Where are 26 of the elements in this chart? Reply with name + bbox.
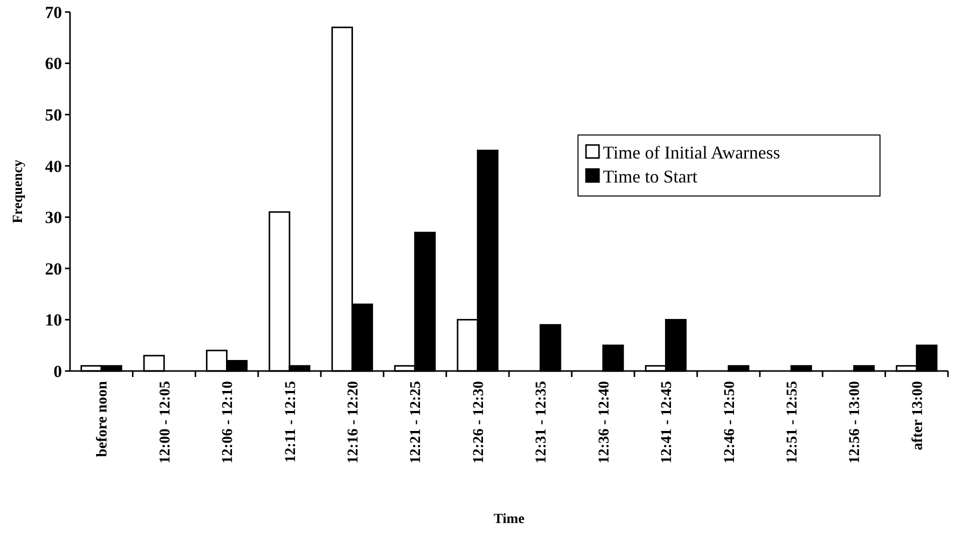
x-tick-label: 12:11 - 12:15: [282, 381, 299, 463]
x-tick-label: 12:56 - 13:00: [847, 381, 864, 464]
x-tick-label: 12:41 - 12:45: [659, 381, 676, 464]
x-tick-label: 12:00 - 12:05: [157, 381, 174, 464]
x-tick-label: 12:36 - 12:40: [596, 381, 612, 464]
legend-label: Time to Start: [603, 166, 698, 186]
x-tick-label: 12:51 - 12:55: [784, 381, 800, 464]
x-axis-title: Time: [494, 512, 524, 527]
y-tick-label: 40: [45, 156, 62, 176]
y-tick-label: 60: [45, 54, 62, 74]
x-tick-label: 12:06 - 12:10: [220, 381, 236, 464]
y-tick-label: 0: [54, 362, 62, 381]
y-tick-label: 30: [45, 208, 62, 228]
y-tick-label: 50: [45, 106, 62, 125]
x-tick-label: 12:31 - 12:35: [534, 381, 550, 464]
x-tick-label: 12:26 - 12:30: [470, 381, 487, 464]
y-tick-label: 20: [45, 259, 62, 278]
x-tick-label: before noon: [94, 380, 111, 457]
x-tick-label: 12:16 - 12:20: [345, 381, 362, 464]
x-tick-label: 12:46 - 12:50: [722, 381, 738, 464]
y-tick-label: 10: [45, 310, 62, 330]
legend-label: Time of Initial Awarness: [603, 142, 780, 162]
y-tick-label: 70: [45, 2, 62, 22]
x-tick-label: 12:21 - 12:25: [408, 381, 424, 464]
y-axis-title: Frequency: [11, 160, 26, 224]
x-tick-label: after 13:00: [910, 381, 926, 450]
